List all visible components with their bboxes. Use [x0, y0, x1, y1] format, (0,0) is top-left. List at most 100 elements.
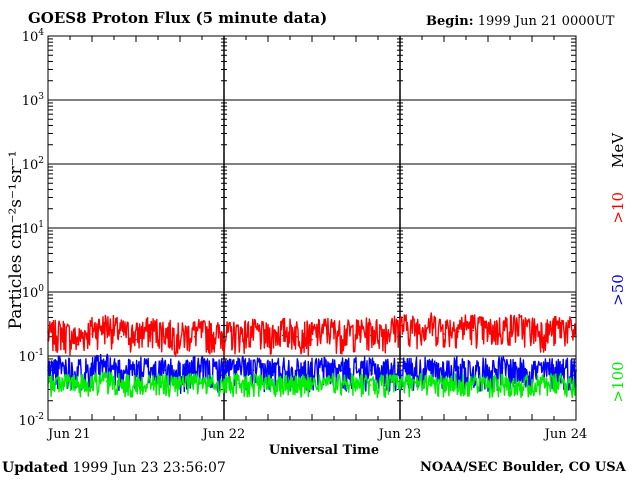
- legend-entry-1: >50: [609, 274, 627, 306]
- data-point: [179, 371, 181, 374]
- data-point: [428, 369, 431, 371]
- y-tick-label: 103: [22, 92, 45, 109]
- data-point: [61, 380, 64, 383]
- data-point: [149, 382, 152, 384]
- data-point: [340, 337, 343, 339]
- begin-timestamp: Begin: 1999 Jun 21 0000UT: [426, 14, 614, 29]
- series-line-1: [47, 353, 577, 394]
- data-point: [223, 369, 225, 371]
- data-point: [325, 367, 328, 369]
- series-line-0: [47, 312, 577, 358]
- y-tick-exponent: 4: [38, 28, 44, 38]
- y-tick-exponent: 3: [38, 92, 44, 102]
- data-point: [208, 383, 211, 386]
- data-point: [296, 369, 299, 371]
- data-point: [120, 369, 123, 371]
- legend: >10 >50 >100 MeV: [609, 132, 627, 403]
- data-point: [91, 382, 93, 384]
- data-point: [443, 369, 445, 371]
- updated-timestamp: Updated 1999 Jun 23 23:56:07: [2, 460, 226, 476]
- data-point: [369, 384, 372, 386]
- data-point: [61, 335, 64, 338]
- y-tick-base: 10: [22, 222, 39, 237]
- data-point: [296, 335, 299, 338]
- data-point: [472, 383, 475, 386]
- data-point: [516, 369, 519, 371]
- data-point: [223, 338, 225, 341]
- data-point: [355, 382, 357, 385]
- data-point: [149, 367, 152, 369]
- data-point: [252, 369, 255, 371]
- data-point: [413, 332, 416, 334]
- data-point: [105, 365, 108, 367]
- updated-value: 1999 Jun 23 23:56:07: [72, 460, 226, 476]
- data-point: [340, 383, 343, 386]
- y-tick-label: 101: [22, 220, 44, 237]
- data-point: [135, 384, 137, 386]
- data-point: [208, 337, 211, 339]
- data-point: [237, 337, 240, 339]
- y-axis-label: Particles cm⁻²s⁻¹sr⁻¹: [6, 151, 26, 330]
- y-tick-exponent: -1: [35, 348, 44, 358]
- data-point: [252, 335, 255, 338]
- data-point: [193, 335, 196, 338]
- series-layer: [47, 312, 577, 399]
- data-point: [501, 382, 504, 384]
- data-point: [76, 384, 79, 386]
- data-point: [325, 382, 328, 384]
- data-point: [399, 383, 401, 386]
- y-tick-exponent: -2: [35, 412, 44, 422]
- y-tick-base: 10: [22, 94, 39, 109]
- data-point: [179, 385, 181, 387]
- data-point: [296, 383, 299, 386]
- data-point: [267, 384, 269, 386]
- data-point: [91, 333, 93, 335]
- data-point: [413, 382, 416, 384]
- data-point: [267, 369, 269, 371]
- data-point: [560, 367, 563, 369]
- data-point: [413, 367, 416, 369]
- data-point: [443, 384, 445, 386]
- x-tick-label: Jun 23: [377, 427, 422, 442]
- data-point: [105, 329, 108, 332]
- data-point: [223, 384, 225, 386]
- data-point: [457, 382, 460, 385]
- data-point: [501, 332, 504, 334]
- data-point: [443, 333, 445, 335]
- data-point: [428, 383, 431, 386]
- data-point: [61, 365, 64, 367]
- data-point: [237, 367, 240, 369]
- data-point: [340, 369, 343, 371]
- data-point: [560, 330, 563, 333]
- data-point: [135, 369, 137, 371]
- data-point: [281, 382, 284, 384]
- data-point: [516, 383, 519, 386]
- data-point: [501, 367, 504, 369]
- data-point: [472, 369, 475, 371]
- y-tick-base: 10: [19, 350, 36, 365]
- data-point: [384, 369, 387, 371]
- data-point: [281, 334, 284, 337]
- data-point: [105, 380, 108, 383]
- data-point: [179, 340, 181, 343]
- data-point: [120, 383, 123, 386]
- data-point: [516, 329, 519, 332]
- data-point: [545, 369, 548, 371]
- data-point: [560, 382, 563, 385]
- data-point: [531, 384, 533, 386]
- data-point: [281, 367, 284, 369]
- data-point: [399, 329, 401, 332]
- data-point: [457, 330, 460, 333]
- data-point: [252, 383, 255, 386]
- y-tick-label: 104: [22, 28, 45, 45]
- y-tick-label: 10-1: [19, 348, 44, 365]
- data-point: [325, 333, 328, 335]
- data-point: [193, 382, 196, 384]
- legend-entry-2: >100: [609, 361, 627, 402]
- y-tick-label: 102: [22, 156, 44, 173]
- data-point: [193, 367, 196, 369]
- legend-unit: MeV: [609, 132, 627, 168]
- data-point: [76, 343, 79, 346]
